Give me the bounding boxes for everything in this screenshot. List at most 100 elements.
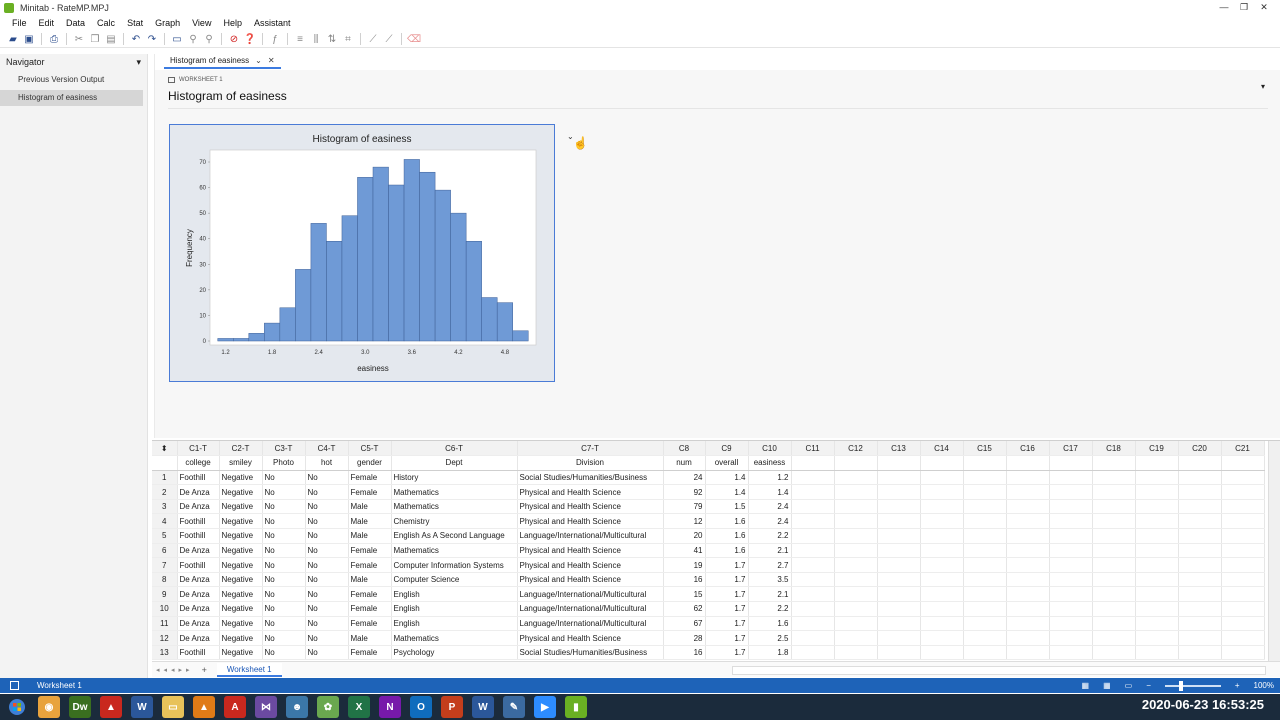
- table-cell[interactable]: No: [305, 645, 349, 661]
- paste-icon[interactable]: ▤: [106, 33, 116, 45]
- table-cell[interactable]: De Anza: [177, 543, 220, 559]
- taskbar-app-notepad-icon[interactable]: ✎: [503, 696, 525, 718]
- table-cell[interactable]: 1.7: [705, 572, 749, 588]
- table-cell[interactable]: 1.2: [748, 470, 792, 486]
- row-number[interactable]: 6: [152, 543, 178, 559]
- column-name-cell[interactable]: num: [663, 455, 706, 471]
- table-cell[interactable]: 16: [663, 645, 706, 661]
- table-cell[interactable]: 1.7: [705, 557, 749, 573]
- row-number[interactable]: 8: [152, 572, 178, 588]
- table-cell[interactable]: History: [391, 470, 518, 486]
- empty-cell[interactable]: [877, 616, 921, 632]
- table-cell[interactable]: No: [262, 616, 306, 632]
- empty-cell[interactable]: [920, 470, 964, 486]
- column-name-cell[interactable]: overall: [705, 455, 749, 471]
- empty-cell[interactable]: [1178, 543, 1222, 559]
- table-cell[interactable]: Female: [348, 543, 392, 559]
- table-cell[interactable]: English As A Second Language: [391, 528, 518, 544]
- table-cell[interactable]: Male: [348, 513, 392, 530]
- cut-icon[interactable]: ✂: [74, 33, 84, 45]
- empty-cell[interactable]: [1006, 572, 1050, 588]
- table-cell[interactable]: No: [262, 586, 306, 603]
- brush-icon[interactable]: ⟋: [369, 33, 377, 45]
- empty-cell[interactable]: [1049, 645, 1093, 661]
- table-cell[interactable]: No: [305, 572, 349, 588]
- table-cell[interactable]: De Anza: [177, 630, 220, 646]
- empty-cell[interactable]: [1135, 557, 1179, 573]
- table-cell[interactable]: 1.7: [705, 586, 749, 603]
- column-name-cell[interactable]: hot: [305, 455, 349, 471]
- menu-stat[interactable]: Stat: [127, 18, 144, 28]
- table-cell[interactable]: Foothill: [177, 513, 220, 530]
- table-cell[interactable]: Physical and Health Science: [517, 630, 664, 646]
- empty-cell[interactable]: [834, 470, 878, 486]
- row-number[interactable]: 13: [152, 645, 178, 661]
- empty-cell[interactable]: [920, 601, 964, 617]
- empty-cell[interactable]: [920, 586, 964, 603]
- minimize-button[interactable]: —: [1219, 2, 1229, 12]
- table-cell[interactable]: Mathematics: [391, 630, 518, 646]
- empty-cell[interactable]: [791, 572, 835, 588]
- table-cell[interactable]: No: [262, 543, 306, 559]
- table-cell[interactable]: Mathematics: [391, 543, 518, 559]
- empty-cell[interactable]: [1178, 645, 1222, 661]
- column-name-cell[interactable]: [1135, 455, 1179, 471]
- empty-cell[interactable]: [791, 645, 835, 661]
- table-cell[interactable]: 62: [663, 601, 706, 617]
- empty-cell[interactable]: [920, 645, 964, 661]
- table-cell[interactable]: No: [305, 484, 349, 500]
- grid-view-icon[interactable]: ▦: [1103, 681, 1111, 690]
- empty-cell[interactable]: [1221, 601, 1265, 617]
- zoom-in-icon[interactable]: +: [1234, 681, 1240, 690]
- empty-cell[interactable]: [1221, 572, 1265, 588]
- empty-cell[interactable]: [1006, 630, 1050, 646]
- empty-cell[interactable]: [1092, 572, 1136, 588]
- move-columns-icon[interactable]: ⇅: [327, 33, 337, 45]
- empty-cell[interactable]: [877, 499, 921, 515]
- menu-calc[interactable]: Calc: [97, 18, 116, 28]
- table-cell[interactable]: No: [262, 484, 306, 500]
- zoom-slider-knob[interactable]: [1178, 680, 1183, 691]
- table-cell[interactable]: No: [305, 513, 349, 530]
- table-cell[interactable]: Female: [348, 484, 392, 500]
- table-cell[interactable]: Foothill: [177, 645, 220, 661]
- taskbar-app-word2-icon[interactable]: W: [472, 696, 494, 718]
- windows-start-icon[interactable]: [4, 696, 30, 718]
- empty-cell[interactable]: [1221, 630, 1265, 646]
- empty-cell[interactable]: [1092, 601, 1136, 617]
- empty-cell[interactable]: [877, 484, 921, 500]
- empty-cell[interactable]: [791, 557, 835, 573]
- empty-cell[interactable]: [791, 499, 835, 515]
- column-id-header[interactable]: C16: [1006, 441, 1050, 457]
- new-window-icon[interactable]: ▭: [172, 33, 182, 45]
- add-sheet-icon[interactable]: +: [201, 664, 207, 675]
- vertical-scrollbar[interactable]: [1268, 441, 1280, 663]
- table-cell[interactable]: Negative: [219, 645, 263, 661]
- empty-cell[interactable]: [1135, 616, 1179, 632]
- menu-view[interactable]: View: [192, 18, 212, 28]
- table-cell[interactable]: Physical and Health Science: [517, 513, 664, 530]
- empty-cell[interactable]: [1049, 499, 1093, 515]
- table-cell[interactable]: 1.4: [748, 484, 792, 500]
- taskbar-app-minitab-icon[interactable]: ▮: [565, 696, 587, 718]
- table-cell[interactable]: Physical and Health Science: [517, 499, 664, 515]
- empty-cell[interactable]: [1006, 645, 1050, 661]
- table-cell[interactable]: De Anza: [177, 572, 220, 588]
- table-cell[interactable]: No: [262, 557, 306, 573]
- empty-cell[interactable]: [1178, 630, 1222, 646]
- taskbar-app-acrobat-icon[interactable]: ▲: [100, 696, 122, 718]
- empty-cell[interactable]: [834, 586, 878, 603]
- graph-edit-icon[interactable]: ⟋: [385, 33, 393, 45]
- empty-cell[interactable]: [877, 645, 921, 661]
- empty-cell[interactable]: [920, 499, 964, 515]
- table-cell[interactable]: Computer Information Systems: [391, 557, 518, 573]
- column-name-cell[interactable]: Dept: [391, 455, 518, 471]
- table-cell[interactable]: Female: [348, 586, 392, 603]
- table-cell[interactable]: 24: [663, 470, 706, 486]
- empty-cell[interactable]: [1092, 586, 1136, 603]
- empty-cell[interactable]: [877, 557, 921, 573]
- page-view-icon[interactable]: ▭: [1124, 681, 1133, 690]
- row-number[interactable]: 10: [152, 601, 178, 617]
- empty-cell[interactable]: [791, 513, 835, 530]
- table-cell[interactable]: 79: [663, 499, 706, 515]
